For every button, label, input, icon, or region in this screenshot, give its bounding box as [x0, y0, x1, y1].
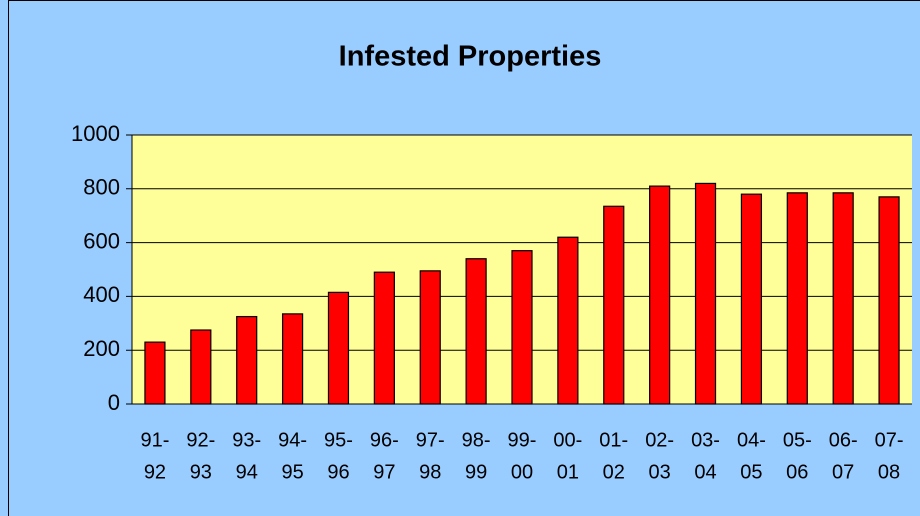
y-tick-label: 400	[83, 282, 120, 307]
bar	[465, 258, 487, 405]
bar	[832, 192, 854, 405]
bar	[557, 236, 579, 405]
x-tick-label: 04	[694, 461, 716, 483]
bar	[694, 182, 717, 405]
bar	[236, 315, 258, 405]
x-tick-label: 93	[190, 461, 212, 483]
x-tick-label: 96	[327, 461, 349, 483]
x-tick-label: 97	[373, 461, 395, 483]
bar	[786, 192, 808, 405]
y-tick-label: 200	[83, 336, 120, 361]
x-tick-label: 04-	[737, 429, 766, 451]
chart-border	[8, 0, 920, 516]
bar	[511, 250, 533, 405]
bar	[740, 193, 763, 405]
x-tick-label: 01-	[599, 429, 628, 451]
x-tick-label: 99	[465, 461, 487, 483]
chart-title: Infested Properties	[339, 41, 602, 73]
bar	[190, 329, 212, 405]
x-tick-label: 97-	[416, 429, 445, 451]
x-tick-label: 07-	[875, 429, 904, 451]
bar	[144, 341, 166, 405]
y-tick-label: 0	[108, 390, 120, 415]
x-tick-label: 02	[603, 461, 625, 483]
y-tick-label: 800	[83, 175, 120, 200]
x-tick-label: 95-	[324, 429, 353, 451]
x-tick-label: 07	[832, 461, 854, 483]
x-tick-label: 00	[511, 461, 533, 483]
bar	[419, 270, 441, 405]
x-tick-label: 03	[649, 461, 671, 483]
bar	[281, 313, 304, 405]
x-tick-label: 92	[144, 461, 166, 483]
x-tick-label: 06-	[829, 429, 858, 451]
x-tick-label: 99-	[508, 429, 537, 451]
x-tick-label: 91-	[140, 429, 169, 451]
x-tick-label: 96-	[370, 429, 399, 451]
bar	[603, 205, 625, 405]
bar	[373, 271, 395, 405]
x-tick-label: 05-	[783, 429, 812, 451]
x-tick-label: 94	[236, 461, 258, 483]
x-tick-label: 08	[878, 461, 900, 483]
bar	[327, 291, 350, 405]
x-tick-label: 06	[786, 461, 808, 483]
x-tick-label: 02-	[645, 429, 674, 451]
x-tick-label: 05	[740, 461, 762, 483]
bar	[878, 196, 900, 405]
x-tick-label: 95	[281, 461, 303, 483]
y-tick-label: 1000	[71, 121, 120, 146]
bar	[649, 185, 671, 405]
x-tick-label: 03-	[691, 429, 720, 451]
x-tick-label: 98-	[462, 429, 491, 451]
x-tick-label: 93-	[232, 429, 261, 451]
y-tick-label: 600	[83, 228, 120, 253]
x-tick-label: 94-	[278, 429, 307, 451]
x-tick-label: 01	[557, 461, 579, 483]
x-tick-label: 98	[419, 461, 441, 483]
x-tick-label: 92-	[186, 429, 215, 451]
x-tick-label: 00-	[553, 429, 582, 451]
